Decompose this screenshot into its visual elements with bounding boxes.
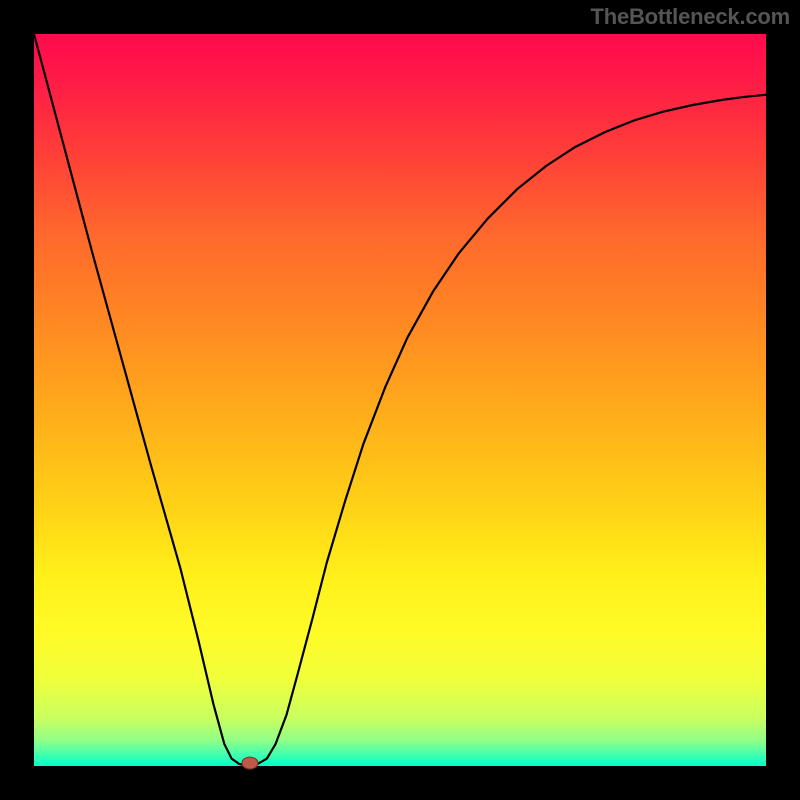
chart-stage: TheBottleneck.com <box>0 0 800 800</box>
watermark-text: TheBottleneck.com <box>590 4 790 30</box>
bottleneck-curve-chart <box>0 0 800 800</box>
optimal-point-marker <box>242 757 258 769</box>
gradient-background <box>34 34 766 766</box>
